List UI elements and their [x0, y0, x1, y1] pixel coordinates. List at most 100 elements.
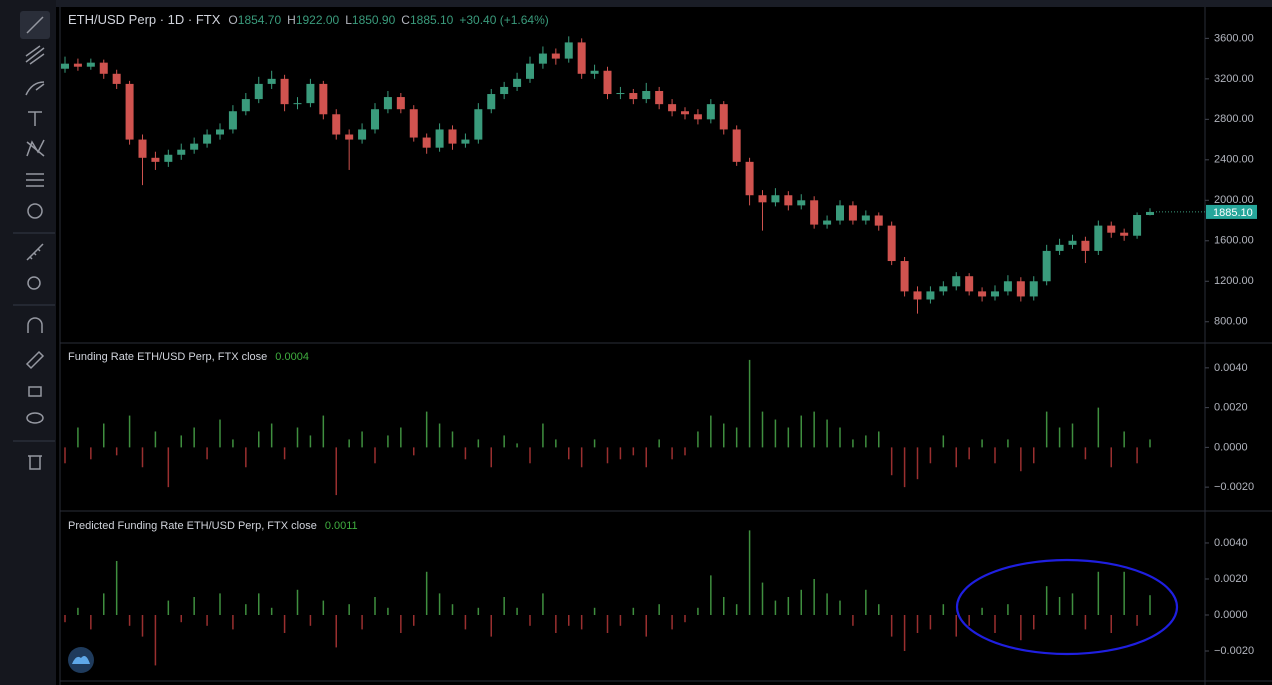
funding-bar: [878, 604, 880, 615]
candle-body: [1094, 225, 1103, 251]
funding-bar: [878, 431, 880, 448]
candle-body: [73, 63, 82, 67]
ohlc-value: 1850.90: [352, 13, 396, 27]
lock-drawing-tool[interactable]: [25, 350, 45, 370]
funding-bar: [232, 439, 234, 448]
candle-body: [1107, 225, 1116, 233]
candle-body: [500, 86, 509, 95]
candle-body: [1003, 281, 1012, 292]
candle-body: [371, 109, 379, 130]
funding-bar: [1084, 447, 1087, 460]
delete-tool[interactable]: [28, 455, 42, 470]
brush-tool[interactable]: [25, 81, 45, 96]
funding-bar: [606, 614, 609, 634]
candle-body: [642, 90, 651, 100]
funding-bar: [1071, 423, 1074, 448]
funding-bar: [348, 439, 350, 448]
candle-body: [190, 143, 199, 150]
fib-tool[interactable]: [25, 45, 45, 65]
funding-bar: [516, 607, 518, 615]
candle-body: [513, 78, 522, 87]
candle-body: [86, 62, 95, 67]
funding-bar: [529, 447, 531, 464]
last-price-label: 1885.10: [1213, 207, 1253, 219]
funding-bar: [490, 447, 492, 468]
prediction-tool[interactable]: [26, 173, 44, 187]
candle-body: [655, 90, 664, 105]
funding-bar: [387, 435, 389, 448]
y-tick-label: 2400.00: [1214, 154, 1254, 166]
funding-bar: [309, 435, 312, 448]
candle-body: [151, 157, 160, 162]
candle-body: [332, 114, 341, 135]
funding-bar: [141, 614, 144, 637]
funding-bar: [322, 415, 325, 448]
funding-bar: [800, 415, 802, 448]
funding-bar: [684, 614, 686, 623]
text-tool[interactable]: [28, 111, 42, 126]
funding-bar: [128, 415, 131, 448]
y-tick-label: 0.0040: [1214, 362, 1248, 374]
y-tick-label: 2800.00: [1214, 113, 1254, 125]
y-tick-label: 1600.00: [1214, 235, 1254, 247]
funding-bar: [206, 614, 208, 626]
candle-body: [784, 195, 793, 206]
zoom-tool[interactable]: [27, 276, 41, 290]
funding-bar: [206, 447, 208, 460]
indicator-title: Funding Rate ETH/USD Perp, FTX close: [68, 351, 267, 363]
funding-bar: [64, 614, 66, 623]
funding-bar: [64, 447, 66, 464]
funding-bar: [335, 447, 337, 496]
candle-body: [926, 291, 935, 300]
ohlc-value: 1885.10: [410, 13, 454, 27]
funding-bar: [710, 575, 712, 615]
lock-tool[interactable]: [28, 386, 42, 397]
candle-body: [745, 161, 754, 196]
candle-body: [965, 276, 974, 292]
funding-bar: [852, 439, 854, 448]
measure-tool[interactable]: [26, 243, 44, 261]
candle-body: [1029, 281, 1038, 297]
magnet-tool[interactable]: [27, 317, 43, 333]
funding-bar: [1058, 427, 1061, 448]
candle-body: [293, 103, 302, 105]
candle-body: [487, 94, 496, 110]
funding-bar: [348, 604, 350, 615]
pattern-tool[interactable]: [26, 139, 45, 157]
funding-bar: [477, 439, 480, 448]
funding-bar: [425, 411, 428, 448]
funding-bar: [1033, 447, 1035, 464]
candle-body: [396, 97, 405, 110]
candle-body: [1016, 281, 1025, 297]
funding-bar: [438, 423, 441, 448]
trend-line-tool[interactable]: [26, 16, 44, 34]
funding-bar: [1045, 586, 1048, 615]
candle-body: [474, 109, 483, 140]
funding-bar: [710, 415, 712, 448]
candle-body: [693, 114, 702, 120]
funding-bar: [748, 530, 751, 615]
candle-body: [681, 111, 689, 115]
candle-body: [409, 109, 418, 138]
funding-bar: [464, 614, 467, 630]
funding-bar: [115, 560, 118, 615]
funding-bar: [955, 614, 957, 637]
funding-bar: [193, 427, 195, 448]
candle-body: [1055, 244, 1064, 251]
y-tick-label: 800.00: [1214, 316, 1248, 328]
funding-bar: [968, 447, 970, 460]
candle-body: [267, 78, 276, 84]
candle-body: [358, 129, 367, 140]
indicator-header: Funding Rate ETH/USD Perp, FTX close 0.00…: [68, 351, 309, 363]
toolbar: [0, 0, 56, 685]
hide-tool[interactable]: [26, 412, 44, 424]
drawn-ellipse[interactable]: [955, 558, 1179, 656]
y-tick-label: 3200.00: [1214, 73, 1254, 85]
candle-body: [1081, 240, 1090, 251]
indicator-value: 0.0004: [275, 351, 309, 363]
funding-bar: [258, 431, 260, 448]
funding-bar: [1136, 447, 1138, 464]
icons-tool[interactable]: [27, 203, 43, 219]
candle-body: [848, 205, 857, 221]
funding-bar: [865, 589, 867, 615]
